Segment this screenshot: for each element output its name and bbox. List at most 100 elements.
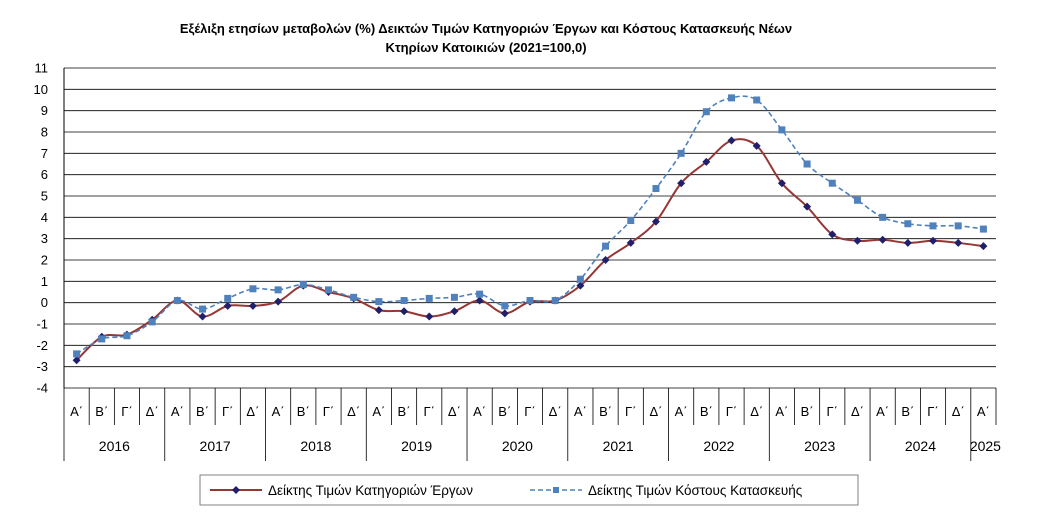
series-1-point xyxy=(677,179,686,188)
series-2-point xyxy=(199,305,207,313)
series-2-point xyxy=(551,297,559,305)
legend-swatch-marker-2 xyxy=(553,487,559,493)
series-1-point xyxy=(248,301,257,310)
series-1-point xyxy=(777,179,786,188)
x-tick-label: Γ΄ xyxy=(726,404,738,419)
x-year-label: 2024 xyxy=(905,438,936,454)
series-2-point xyxy=(350,293,358,301)
series-2-point xyxy=(299,281,307,289)
series-2-point xyxy=(979,225,987,233)
series-line-1 xyxy=(75,138,984,361)
series-2-point xyxy=(954,222,962,230)
series-2-point xyxy=(879,213,887,221)
x-tick-label: Β΄ xyxy=(498,404,511,419)
y-axis-tick-labels: -4 -3 -2 -1 0 1 2 3 4 5 6 7 8 9 10 11 xyxy=(34,61,48,396)
x-year-label: 2019 xyxy=(401,438,432,454)
series-2-point xyxy=(526,297,534,305)
series-lines xyxy=(72,94,988,365)
x-year-label: 2025 xyxy=(970,438,1001,454)
series-2-point xyxy=(450,293,458,301)
x-tick-label: Γ΄ xyxy=(524,404,536,419)
x-tick-label: Δ΄ xyxy=(246,404,259,419)
series-1-point xyxy=(601,256,610,264)
x-tick-label: Δ΄ xyxy=(347,404,360,419)
series-1-point xyxy=(626,238,635,247)
x-tick-label: Γ΄ xyxy=(121,404,133,419)
y-tick-label: -3 xyxy=(36,359,48,374)
series-1-point xyxy=(828,230,837,239)
x-tick-label: Β΄ xyxy=(398,404,411,419)
series-2-point xyxy=(602,242,610,250)
series-1-point xyxy=(803,202,812,211)
series-1-point xyxy=(903,238,912,247)
series-2-point xyxy=(853,196,861,204)
x-year-label: 2023 xyxy=(804,438,835,454)
x-tick-label: Α΄ xyxy=(675,404,688,419)
series-2-point xyxy=(677,149,685,157)
series-1-point xyxy=(400,307,409,316)
x-tick-label: Δ΄ xyxy=(750,404,763,419)
legend-box xyxy=(199,474,859,506)
y-tick-label: 1 xyxy=(41,274,48,289)
series-2-point xyxy=(123,332,131,340)
series-2-point xyxy=(324,286,332,294)
x-axis: Α΄ Β΄ Γ΄ Δ΄ Α΄ Β΄ Γ΄ Δ΄ Α΄ Β΄ Γ΄ Δ΄ Α΄ Β΄ Γ΄ Δ΄ Α΄ Β΄ Γ΄ Δ΄… xyxy=(63,68,1001,461)
x-tick-label: Γ΄ xyxy=(927,404,939,419)
x-tick-label: Α΄ xyxy=(171,404,184,419)
series-2-point xyxy=(173,297,181,305)
y-tick-label: -1 xyxy=(36,317,48,332)
series-2-point xyxy=(627,217,635,225)
y-tick-label: 9 xyxy=(41,103,48,118)
series-2-point xyxy=(476,290,484,298)
y-tick-label: 6 xyxy=(41,167,48,182)
x-year-label: 2020 xyxy=(502,438,533,454)
series-2-point xyxy=(728,94,736,102)
x-year-label: 2016 xyxy=(99,438,130,454)
series-1-point xyxy=(651,217,660,226)
series-1-point xyxy=(702,157,711,166)
series-2-point xyxy=(148,318,156,326)
series-2-point xyxy=(778,126,786,134)
series-1-point xyxy=(727,136,736,145)
series-2-point xyxy=(929,222,937,230)
series-1-point xyxy=(929,236,938,245)
series-2-point xyxy=(375,298,383,306)
series-1-point xyxy=(198,312,207,321)
series-2-point xyxy=(400,297,408,305)
series-1-point xyxy=(475,296,484,305)
x-tick-label: Α΄ xyxy=(372,404,385,419)
series-2-point xyxy=(702,108,710,116)
x-tick-label: Δ΄ xyxy=(146,404,159,419)
x-tick-label: Δ΄ xyxy=(952,404,965,419)
series-1-point xyxy=(425,312,434,321)
x-tick-label: Γ΄ xyxy=(222,404,234,419)
series-1-point xyxy=(576,281,585,290)
series-line-2 xyxy=(76,95,984,355)
series-1-point xyxy=(878,235,887,244)
y-tick-label: -4 xyxy=(36,381,48,396)
x-tick-label: Δ΄ xyxy=(851,404,864,419)
x-tick-label: Β΄ xyxy=(297,404,310,419)
x-tick-label: Γ΄ xyxy=(423,404,435,419)
x-tick-label: Γ΄ xyxy=(625,404,637,419)
chart-title-line-2: Κτηρίων Κατοικιών (2021=100,0) xyxy=(385,40,586,55)
series-2-point xyxy=(425,294,433,302)
x-tick-label: Α΄ xyxy=(272,404,285,419)
legend: Δείκτης Τιμών Κατηγοριών Έργων Δείκτης Τ… xyxy=(199,474,859,506)
series-1-point xyxy=(223,301,232,310)
legend-swatch-marker-1 xyxy=(232,486,240,494)
series-2-point xyxy=(828,179,836,187)
x-tick-label: Β΄ xyxy=(901,404,914,419)
series-2-point xyxy=(576,275,584,283)
series-2-point xyxy=(249,285,257,293)
series-1-point xyxy=(72,356,81,365)
y-tick-label: 2 xyxy=(41,253,48,268)
series-1-point xyxy=(374,306,383,315)
y-tick-label: 5 xyxy=(41,189,48,204)
gridlines xyxy=(64,67,996,389)
series-2-point xyxy=(904,220,912,228)
x-tick-label: Α΄ xyxy=(775,404,788,419)
x-tick-label: Β΄ xyxy=(599,404,612,419)
series-2-point xyxy=(274,286,282,294)
